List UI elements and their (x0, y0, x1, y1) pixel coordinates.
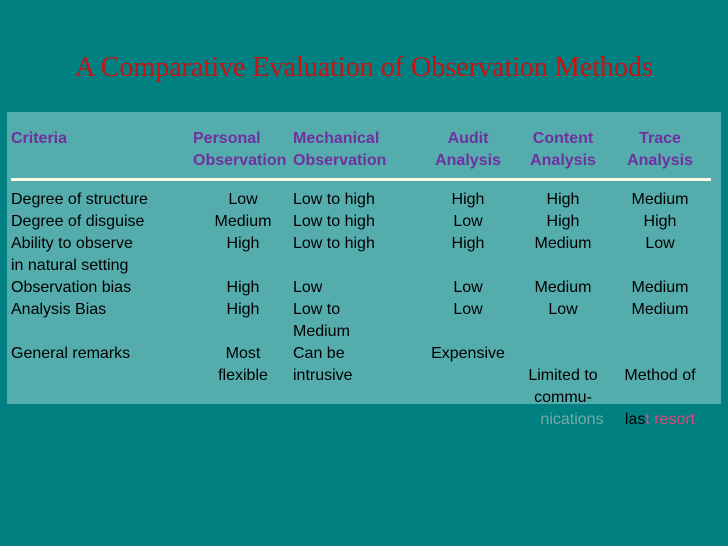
cell-content: Limited to commu- nications (513, 343, 613, 453)
cell-content: High (546, 191, 580, 208)
cell-criteria: Ability to observe in natural setting (11, 235, 133, 274)
table-row: General remarks Most flexible Can be int… (11, 343, 721, 453)
cell-audit: Expensive (431, 345, 505, 362)
cell-mechanical: Can be intrusive (293, 345, 353, 384)
cell-criteria: General remarks (11, 345, 131, 362)
header-mechanical-line2: Observation (293, 152, 387, 169)
header-content-line2: Analysis (530, 152, 596, 169)
cell-trace-line2-start: las (624, 411, 646, 428)
cell-criteria: Degree of structure (11, 191, 148, 208)
cell-personal: High (226, 235, 260, 252)
header-content: Content Analysis (513, 128, 613, 172)
faded-overflow-text: nications (540, 411, 604, 428)
cell-content: Medium (534, 279, 592, 296)
cell-personal: Low (228, 191, 258, 208)
table-row: Degree of disguise Medium Low to high Lo… (11, 211, 721, 233)
table-row: Analysis Bias High Low to Medium Low Low… (11, 299, 721, 343)
cell-audit: High (451, 191, 485, 208)
table-header-row: Criteria Personal Observation Mechanical O… (11, 128, 721, 172)
header-audit-line2: Analysis (435, 152, 501, 169)
cell-audit: Low (453, 213, 483, 230)
cell-mechanical: Low to high (293, 235, 375, 252)
header-mechanical-line1: Mechanical (293, 130, 380, 147)
header-content-line1: Content (532, 130, 594, 147)
cell-audit: High (451, 235, 485, 252)
cell-trace: Medium (631, 191, 689, 208)
cell-criteria: Degree of disguise (11, 213, 145, 230)
content-panel: Criteria Personal Observation Mechanical O… (7, 112, 721, 428)
header-trace: Trace Analysis (613, 128, 707, 172)
slide-title: A Comparative Evaluation of Observation … (75, 52, 653, 83)
cell-trace-line2-highlight: t resort (645, 411, 696, 428)
cell-audit: Low (453, 301, 483, 318)
header-audit-line1: Audit (447, 130, 489, 147)
cell-criteria: Observation bias (11, 279, 132, 296)
cell-trace: Method of last resort (613, 343, 707, 431)
cell-trace: Low (645, 235, 675, 252)
cell-mechanical: Low to high (293, 213, 375, 230)
header-audit: Audit Analysis (423, 128, 513, 172)
cell-mechanical: Low to Medium (293, 301, 350, 340)
cell-content: Low (548, 301, 578, 318)
header-trace-line1: Trace (639, 130, 681, 147)
cell-content: Medium (534, 235, 592, 252)
cell-personal: High (226, 301, 260, 318)
cell-mechanical: Low (293, 279, 323, 296)
cell-personal: Most flexible (218, 345, 268, 384)
table-row: Degree of structure Low Low to high High… (11, 189, 721, 211)
header-trace-line2: Analysis (627, 152, 693, 169)
header-personal-line2: Observation (193, 152, 287, 169)
cell-content-text: Limited to commu- (528, 367, 598, 406)
cell-criteria: Analysis Bias (11, 301, 107, 318)
header-underline (11, 178, 711, 181)
cell-trace: Medium (631, 279, 689, 296)
cell-trace-line1: Method of (624, 367, 696, 384)
cell-trace: Medium (631, 301, 689, 318)
header-personal: Personal Observation (193, 128, 293, 172)
cell-personal: High (226, 279, 260, 296)
cell-trace: High (643, 213, 677, 230)
cell-mechanical: Low to high (293, 191, 375, 208)
table-row: Observation bias High Low Low Medium Med… (11, 277, 721, 299)
cell-content: High (546, 213, 580, 230)
header-mechanical: Mechanical Observation (293, 128, 423, 172)
cell-audit: Low (453, 279, 483, 296)
cell-personal: Medium (214, 213, 272, 230)
table-row: Ability to observe in natural setting Hi… (11, 233, 721, 277)
header-personal-line1: Personal (193, 130, 261, 147)
header-criteria-line1: Criteria (11, 130, 68, 147)
header-criteria: Criteria (11, 128, 193, 150)
